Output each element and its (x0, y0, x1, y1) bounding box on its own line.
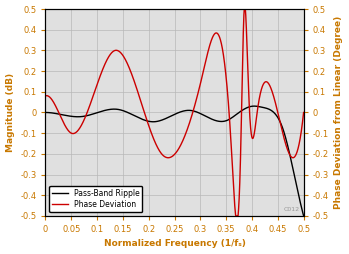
Pass-Band Ripple (252, 105, 256, 108)
Pass-Band Ripple (211, 118, 215, 121)
Phase Deviation (302, 111, 306, 114)
Phase Deviation (43, 94, 47, 98)
Pass-Band Ripple (90, 113, 94, 116)
Legend: Pass-Band Ripple, Phase Deviation: Pass-Band Ripple, Phase Deviation (49, 186, 142, 212)
Phase Deviation (242, 8, 246, 11)
Line: Pass-Band Ripple: Pass-Band Ripple (45, 106, 304, 216)
Pass-Band Ripple (302, 214, 306, 217)
Pass-Band Ripple (236, 112, 240, 115)
Y-axis label: Magnitude (dB): Magnitude (dB) (6, 73, 15, 152)
Pass-Band Ripple (256, 105, 260, 108)
Line: Phase Deviation: Phase Deviation (45, 9, 304, 216)
Phase Deviation (236, 214, 240, 217)
Phase Deviation (90, 97, 94, 100)
Pass-Band Ripple (43, 111, 47, 114)
Y-axis label: Phase Deviation from Linear (Degree): Phase Deviation from Linear (Degree) (334, 16, 343, 209)
Text: C012: C012 (284, 207, 300, 212)
Phase Deviation (198, 83, 202, 86)
Phase Deviation (142, 110, 146, 113)
X-axis label: Normalized Frequency (1/fₛ): Normalized Frequency (1/fₛ) (104, 240, 245, 248)
Pass-Band Ripple (198, 112, 202, 115)
Pass-Band Ripple (142, 118, 146, 121)
Phase Deviation (211, 34, 215, 37)
Phase Deviation (256, 106, 260, 109)
Phase Deviation (233, 214, 238, 217)
